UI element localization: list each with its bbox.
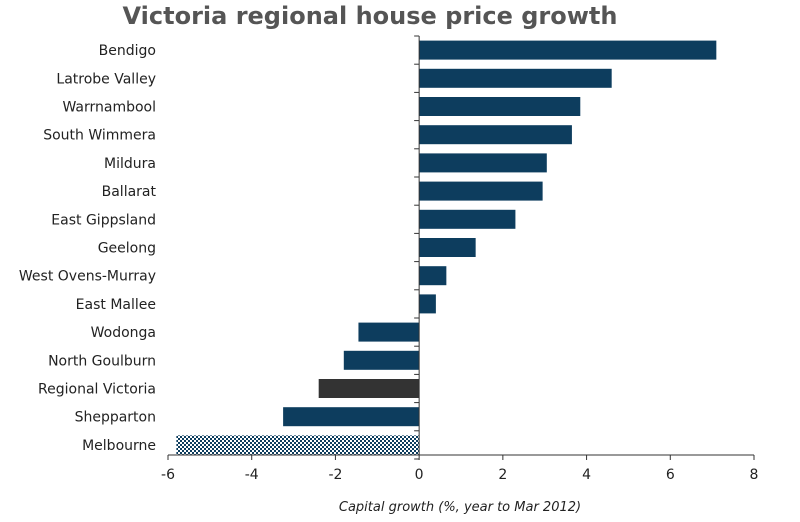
category-label: Warrnambool <box>62 100 156 116</box>
chart-title: Victoria regional house price growth <box>122 2 618 30</box>
category-label: North Goulburn <box>48 353 156 369</box>
axes: -6 -4 -2 0 2 4 6 8 <box>161 35 759 483</box>
x-tick-label: 6 <box>666 467 675 483</box>
category-label: Melbourne <box>82 438 156 454</box>
x-axis-title: Capital growth (%, year to Mar 2012) <box>339 500 581 515</box>
category-label: Bendigo <box>99 43 156 59</box>
bar-west-ovens-murray <box>419 266 447 286</box>
x-tick-label: 2 <box>498 467 507 483</box>
category-label: West Ovens-Murray <box>19 269 156 285</box>
bar-melbourne <box>176 435 420 455</box>
bar-warrnambool <box>419 97 581 116</box>
x-tick-label: 0 <box>415 467 424 483</box>
bar-wodonga <box>358 322 420 342</box>
bar-north-goulburn <box>343 350 420 370</box>
bar-mildura <box>419 153 547 173</box>
category-label: Geelong <box>98 241 156 257</box>
bar-geelong <box>419 238 476 257</box>
x-tick-label: 8 <box>750 467 759 483</box>
category-label: Wodonga <box>91 325 156 341</box>
category-labels: Bendigo Latrobe Valley Warrnambool South Wi… <box>19 43 157 454</box>
bar-latrobe-valley <box>419 68 612 88</box>
bar-ballarat <box>419 181 543 201</box>
category-label: Shepparton <box>75 410 156 426</box>
x-tick-label: -4 <box>245 467 259 483</box>
category-label: Latrobe Valley <box>56 71 156 87</box>
category-label: South Wimmera <box>43 128 156 144</box>
bar-regional-victoria <box>318 379 420 398</box>
bar-east-mallee <box>419 294 436 314</box>
bar-shepparton <box>283 407 420 427</box>
category-label: Ballarat <box>102 184 157 200</box>
category-label: East Gippsland <box>51 212 156 228</box>
category-label: East Mallee <box>76 297 156 313</box>
bar-east-gippsland <box>419 209 516 229</box>
bars-layer <box>176 40 717 455</box>
x-tick-label: -2 <box>328 467 342 483</box>
x-tick-label: 4 <box>582 467 591 483</box>
category-label: Regional Victoria <box>38 382 156 398</box>
x-tick-label: -6 <box>161 467 175 483</box>
category-label: Mildura <box>104 156 156 172</box>
bar-bendigo <box>419 40 717 60</box>
bar-south-wimmera <box>419 125 572 145</box>
